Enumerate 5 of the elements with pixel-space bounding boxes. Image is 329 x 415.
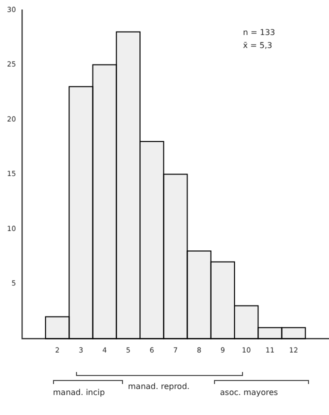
- annotation: x̄ = 5,3: [243, 41, 272, 50]
- text: asoc. mayores: [220, 388, 278, 397]
- annotation: n = 133: [243, 28, 276, 37]
- text: manad. reprod.: [128, 382, 190, 391]
- text: manad. incip: [53, 388, 105, 397]
